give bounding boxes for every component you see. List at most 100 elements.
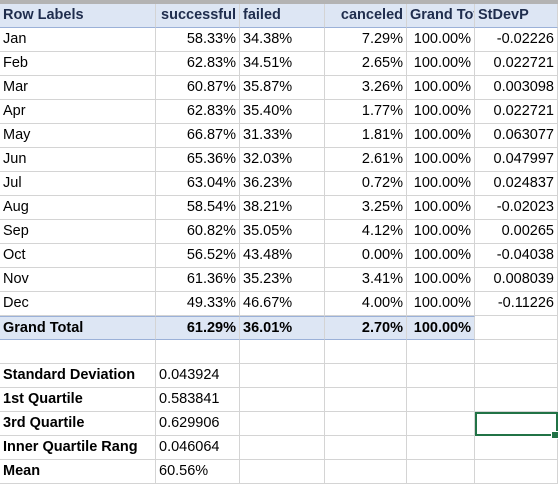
stdevp-value[interactable]: 0.024837 — [475, 172, 558, 196]
selected-cell[interactable] — [475, 412, 558, 436]
empty-cell[interactable] — [407, 364, 475, 388]
row-label[interactable]: Oct — [0, 244, 156, 268]
successful-value[interactable]: 56.52% — [156, 244, 240, 268]
stdevp-value[interactable]: 0.022721 — [475, 100, 558, 124]
header-grand-total[interactable]: Grand Total — [407, 4, 475, 28]
canceled-value[interactable]: 1.77% — [325, 100, 407, 124]
empty-cell[interactable] — [475, 460, 558, 484]
grand-total-value[interactable]: 100.00% — [407, 100, 475, 124]
canceled-value[interactable]: 3.25% — [325, 196, 407, 220]
canceled-value[interactable]: 3.26% — [325, 76, 407, 100]
header-failed[interactable]: failed — [240, 4, 325, 28]
failed-value[interactable]: 43.48% — [240, 244, 325, 268]
grand-total-canceled[interactable]: 2.70% — [325, 316, 407, 340]
canceled-value[interactable]: 0.72% — [325, 172, 407, 196]
successful-value[interactable]: 61.36% — [156, 268, 240, 292]
stdevp-value[interactable]: 0.063077 — [475, 124, 558, 148]
failed-value[interactable]: 35.05% — [240, 220, 325, 244]
failed-value[interactable]: 31.33% — [240, 124, 325, 148]
failed-value[interactable]: 38.21% — [240, 196, 325, 220]
stat-label[interactable]: 3rd Quartile — [0, 412, 156, 436]
header-row-labels[interactable]: Row Labels — [0, 4, 156, 28]
row-label[interactable]: Mar — [0, 76, 156, 100]
stat-label[interactable]: Mean — [0, 460, 156, 484]
stdevp-value[interactable]: 0.022721 — [475, 52, 558, 76]
canceled-value[interactable]: 4.12% — [325, 220, 407, 244]
empty-cell[interactable] — [407, 412, 475, 436]
canceled-value[interactable]: 4.00% — [325, 292, 407, 316]
grand-total-value[interactable]: 100.00% — [407, 244, 475, 268]
row-label[interactable]: Aug — [0, 196, 156, 220]
stat-value[interactable]: 0.043924 — [156, 364, 240, 388]
empty-cell[interactable] — [156, 340, 240, 364]
empty-cell[interactable] — [475, 316, 558, 340]
failed-value[interactable]: 34.51% — [240, 52, 325, 76]
grand-total-value[interactable]: 100.00% — [407, 220, 475, 244]
grand-total-value[interactable]: 100.00% — [407, 268, 475, 292]
grand-total-value[interactable]: 100.00% — [407, 148, 475, 172]
stdevp-value[interactable]: -0.02226 — [475, 28, 558, 52]
grand-total-label[interactable]: Grand Total — [0, 316, 156, 340]
failed-value[interactable]: 32.03% — [240, 148, 325, 172]
empty-cell[interactable] — [475, 436, 558, 460]
successful-value[interactable]: 58.33% — [156, 28, 240, 52]
header-successful[interactable]: successful — [156, 4, 240, 28]
empty-cell[interactable] — [240, 340, 325, 364]
grand-total-value[interactable]: 100.00% — [407, 172, 475, 196]
empty-cell[interactable] — [325, 436, 407, 460]
stdevp-value[interactable]: -0.04038 — [475, 244, 558, 268]
stat-value[interactable]: 0.046064 — [156, 436, 240, 460]
stdevp-value[interactable]: -0.11226 — [475, 292, 558, 316]
empty-cell[interactable] — [325, 412, 407, 436]
row-label[interactable]: Dec — [0, 292, 156, 316]
empty-cell[interactable] — [475, 364, 558, 388]
empty-cell[interactable] — [475, 340, 558, 364]
empty-cell[interactable] — [407, 388, 475, 412]
empty-cell[interactable] — [240, 388, 325, 412]
canceled-value[interactable]: 7.29% — [325, 28, 407, 52]
grand-total-value[interactable]: 100.00% — [407, 292, 475, 316]
empty-cell[interactable] — [240, 412, 325, 436]
successful-value[interactable]: 60.87% — [156, 76, 240, 100]
failed-value[interactable]: 35.87% — [240, 76, 325, 100]
stdevp-value[interactable]: 0.00265 — [475, 220, 558, 244]
row-label[interactable]: Jul — [0, 172, 156, 196]
empty-cell[interactable] — [240, 436, 325, 460]
successful-value[interactable]: 63.04% — [156, 172, 240, 196]
header-canceled[interactable]: canceled — [325, 4, 407, 28]
successful-value[interactable]: 62.83% — [156, 52, 240, 76]
failed-value[interactable]: 46.67% — [240, 292, 325, 316]
row-label[interactable]: Sep — [0, 220, 156, 244]
grand-total-value[interactable]: 100.00% — [407, 52, 475, 76]
grand-total-value[interactable]: 100.00% — [407, 76, 475, 100]
stat-label[interactable]: 1st Quartile — [0, 388, 156, 412]
canceled-value[interactable]: 1.81% — [325, 124, 407, 148]
stdevp-value[interactable]: -0.02023 — [475, 196, 558, 220]
row-label[interactable]: Jan — [0, 28, 156, 52]
empty-cell[interactable] — [407, 460, 475, 484]
grand-total-successful[interactable]: 61.29% — [156, 316, 240, 340]
stat-value[interactable]: 0.583841 — [156, 388, 240, 412]
empty-cell[interactable] — [325, 388, 407, 412]
grand-total-value[interactable]: 100.00% — [407, 196, 475, 220]
grand-total-grand-total[interactable]: 100.00% — [407, 316, 475, 340]
empty-cell[interactable] — [0, 340, 156, 364]
canceled-value[interactable]: 2.65% — [325, 52, 407, 76]
stat-value[interactable]: 60.56% — [156, 460, 240, 484]
empty-cell[interactable] — [325, 364, 407, 388]
failed-value[interactable]: 35.23% — [240, 268, 325, 292]
row-label[interactable]: May — [0, 124, 156, 148]
failed-value[interactable]: 36.23% — [240, 172, 325, 196]
stdevp-value[interactable]: 0.008039 — [475, 268, 558, 292]
canceled-value[interactable]: 3.41% — [325, 268, 407, 292]
successful-value[interactable]: 66.87% — [156, 124, 240, 148]
row-label[interactable]: Nov — [0, 268, 156, 292]
empty-cell[interactable] — [325, 340, 407, 364]
grand-total-value[interactable]: 100.00% — [407, 124, 475, 148]
stat-label[interactable]: Inner Quartile Rang — [0, 436, 156, 460]
empty-cell[interactable] — [240, 460, 325, 484]
successful-value[interactable]: 62.83% — [156, 100, 240, 124]
grand-total-value[interactable]: 100.00% — [407, 28, 475, 52]
stat-value[interactable]: 0.629906 — [156, 412, 240, 436]
